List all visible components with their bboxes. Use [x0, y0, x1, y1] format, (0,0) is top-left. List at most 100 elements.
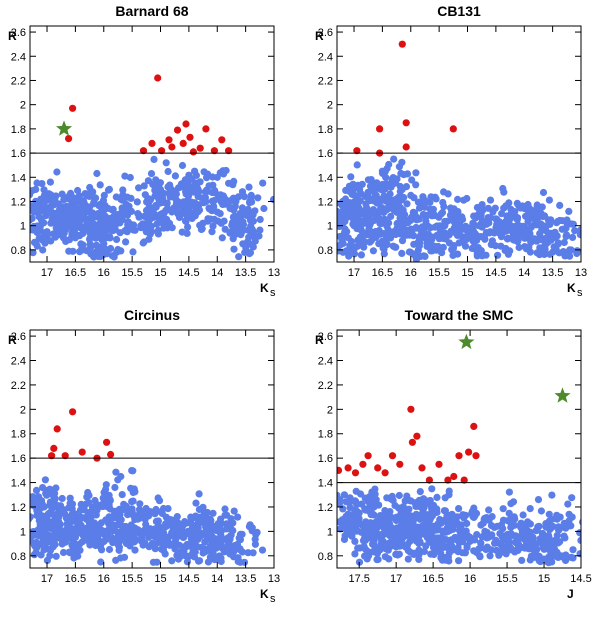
data-point	[412, 169, 420, 177]
y-tick-label: 0.8	[318, 245, 333, 257]
data-point	[92, 234, 100, 242]
data-point	[466, 533, 474, 542]
data-point	[43, 515, 51, 523]
data-point	[550, 230, 558, 238]
data-point	[58, 190, 66, 198]
outlier-point	[460, 476, 468, 484]
data-point	[60, 196, 68, 204]
data-point	[111, 521, 119, 529]
data-point	[182, 202, 190, 210]
data-point	[222, 525, 230, 533]
data-point	[46, 508, 54, 517]
x-tick-label: 13	[268, 573, 280, 585]
data-point	[543, 234, 551, 242]
data-point	[191, 548, 199, 556]
data-point	[86, 183, 94, 192]
data-point	[154, 230, 162, 238]
data-point	[491, 539, 499, 547]
data-point	[30, 214, 36, 223]
data-point	[591, 523, 598, 530]
data-point	[197, 225, 205, 234]
data-point	[504, 234, 512, 242]
data-point	[249, 549, 257, 557]
data-point	[77, 216, 85, 224]
data-point	[30, 551, 38, 559]
x-tick-label: 14.5	[570, 573, 591, 585]
data-point	[168, 191, 176, 199]
data-point	[162, 159, 170, 167]
data-point	[371, 485, 379, 493]
outlier-point	[425, 476, 433, 484]
data-point	[538, 539, 547, 547]
data-point	[32, 486, 41, 494]
data-point	[361, 238, 369, 246]
data-point	[431, 543, 439, 551]
data-point	[85, 513, 93, 521]
data-point	[407, 536, 415, 544]
x-tick-label: 17	[41, 573, 53, 585]
data-point	[209, 509, 217, 517]
data-point	[86, 541, 94, 549]
data-point	[109, 539, 117, 547]
data-point	[137, 222, 145, 230]
data-point	[104, 204, 112, 212]
data-point	[112, 556, 120, 564]
data-point	[414, 527, 422, 535]
outlier-point	[218, 136, 226, 144]
data-point	[520, 228, 528, 236]
outlier-point	[465, 448, 473, 456]
outlier-point	[364, 452, 372, 460]
data-point	[553, 511, 561, 519]
data-point	[378, 237, 386, 245]
data-point	[219, 192, 228, 200]
data-point	[256, 215, 264, 224]
y-tick-label: 1.8	[318, 124, 333, 136]
outlier-point	[407, 405, 415, 413]
x-axis-label-sub: s	[270, 593, 276, 605]
data-point	[178, 161, 187, 170]
data-point	[526, 232, 534, 240]
data-point	[166, 516, 175, 524]
data-point	[248, 225, 256, 233]
data-point	[370, 493, 378, 501]
data-point	[510, 513, 518, 521]
data-point	[405, 513, 413, 522]
data-point	[195, 490, 203, 498]
data-point	[526, 520, 535, 528]
data-point	[221, 225, 229, 233]
data-point	[504, 250, 512, 258]
star-marker	[458, 333, 475, 350]
data-point	[238, 530, 246, 538]
data-point	[99, 494, 107, 502]
x-tick-label: 15	[154, 573, 166, 585]
outlier-point	[158, 147, 166, 155]
data-point	[569, 546, 577, 554]
outlier-point	[139, 147, 148, 155]
data-point	[321, 518, 328, 525]
data-point	[218, 544, 227, 553]
data-point	[86, 235, 94, 243]
x-tick-label: 14.5	[178, 573, 199, 585]
x-tick-label: 15.5	[121, 573, 142, 585]
y-tick-label: 2.4	[318, 51, 333, 63]
data-point	[202, 527, 210, 536]
data-point	[249, 211, 257, 219]
data-point	[396, 204, 404, 212]
data-point	[146, 230, 154, 238]
data-point	[218, 234, 226, 242]
data-point	[493, 220, 501, 228]
data-point	[66, 196, 74, 204]
data-point	[390, 155, 398, 163]
data-point	[357, 223, 365, 231]
x-tick-label: 13	[268, 267, 280, 279]
data-point	[113, 235, 121, 244]
data-point	[432, 195, 440, 203]
data-point	[151, 545, 159, 553]
plot-frame	[29, 329, 275, 569]
data-point	[171, 172, 179, 180]
data-point	[256, 226, 264, 234]
data-point	[43, 228, 51, 236]
outlier-point	[179, 139, 187, 147]
panel-title: Circinus	[124, 307, 180, 323]
data-point	[102, 481, 110, 489]
